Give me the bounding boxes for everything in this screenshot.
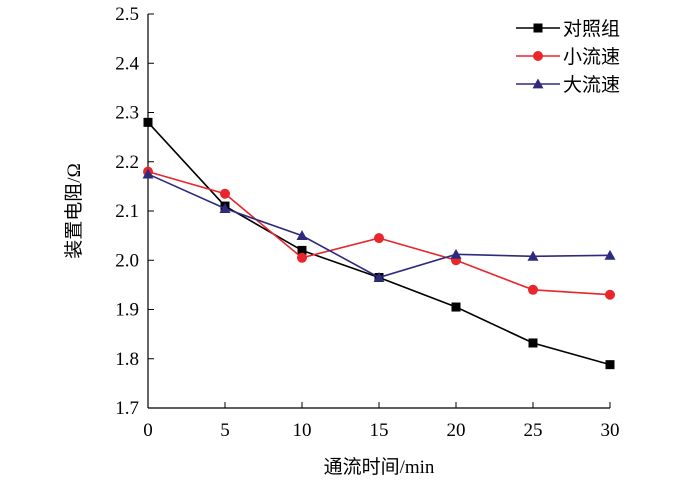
legend-label: 对照组 [563, 18, 620, 40]
legend-marker [533, 23, 543, 33]
series-1 [143, 117, 615, 370]
series-layer [142, 117, 616, 370]
data-point [220, 188, 230, 199]
y-tick-label: 2.2 [115, 152, 139, 173]
y-tick-label: 1.7 [115, 398, 139, 419]
data-point [373, 271, 385, 282]
data-point [219, 203, 231, 213]
x-axis-title: 通流时间/min [324, 456, 435, 478]
legend-label: 小流速 [563, 46, 620, 68]
x-tick-label: 0 [143, 420, 153, 441]
x-tick-label: 25 [524, 420, 543, 441]
y-tick-label: 1.8 [115, 349, 139, 370]
data-point [142, 168, 154, 179]
y-tick-label: 2.4 [115, 53, 139, 74]
data-point [450, 248, 462, 259]
x-tick-label: 5 [220, 420, 230, 441]
legend-label: 大流速 [563, 74, 620, 96]
x-tick-label: 20 [447, 420, 466, 441]
data-point [143, 117, 153, 127]
series-line [147, 173, 611, 279]
data-point [296, 230, 308, 241]
y-tick-label: 2.1 [115, 201, 139, 222]
data-point [297, 252, 307, 263]
y-tick-label: 2.3 [115, 103, 139, 124]
data-point [297, 245, 307, 255]
legend-item-1: 对照组 [516, 18, 620, 40]
y-axis-title: 装置电阻/Ω [63, 163, 85, 258]
series-line [147, 121, 611, 366]
legend-item-2: 小流速 [516, 46, 620, 68]
x-tick-label: 15 [370, 420, 389, 441]
x-tick-label: 30 [601, 420, 620, 441]
data-point [451, 302, 461, 312]
data-point [604, 249, 616, 260]
legend-marker [533, 51, 543, 61]
y-tick-label: 2.5 [115, 4, 139, 25]
x-tick-label: 10 [293, 420, 312, 441]
series-3 [142, 168, 616, 282]
data-point [605, 289, 615, 300]
data-point [528, 284, 538, 295]
series-2 [143, 166, 615, 300]
legend-marker [532, 78, 544, 89]
data-point [527, 250, 539, 261]
axes: 0 5 10 15 20 25 30 1.7 1.8 1.9 2.0 2.1 2.2 2.3 2.4 2.5 [115, 4, 619, 441]
data-point [374, 233, 384, 244]
data-point [528, 338, 538, 348]
data-point [605, 360, 615, 370]
y-tick-label: 1.9 [115, 300, 139, 321]
legend-item-3: 大流速 [516, 74, 620, 96]
y-tick-label: 2.0 [115, 250, 139, 271]
